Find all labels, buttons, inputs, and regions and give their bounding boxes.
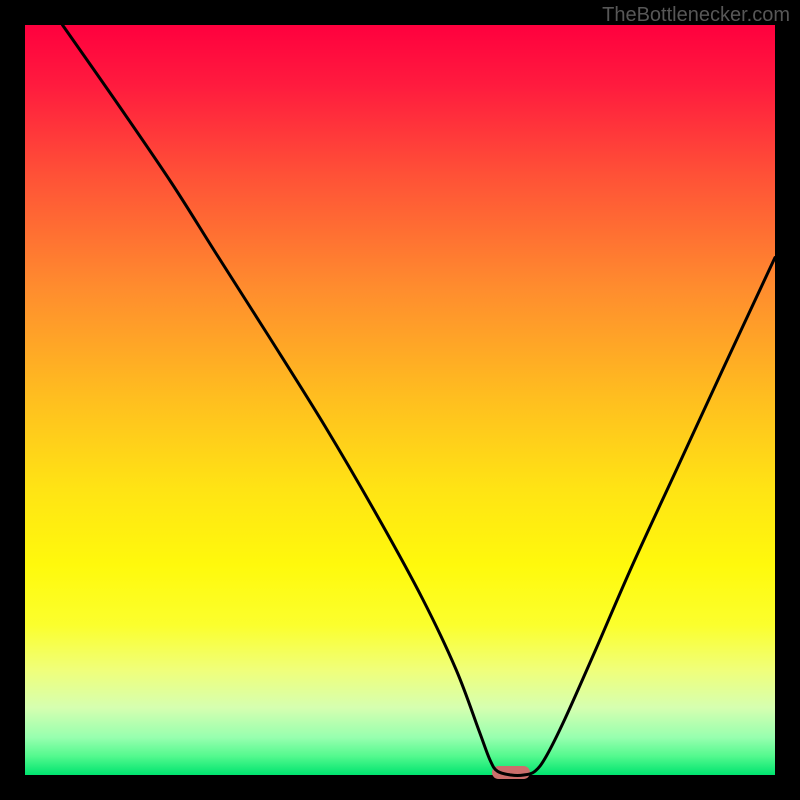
plot-area — [25, 25, 775, 775]
chart-container: TheBottlenecker.com — [0, 0, 800, 800]
bottleneck-curve — [25, 25, 775, 775]
watermark-text: TheBottlenecker.com — [602, 4, 790, 27]
